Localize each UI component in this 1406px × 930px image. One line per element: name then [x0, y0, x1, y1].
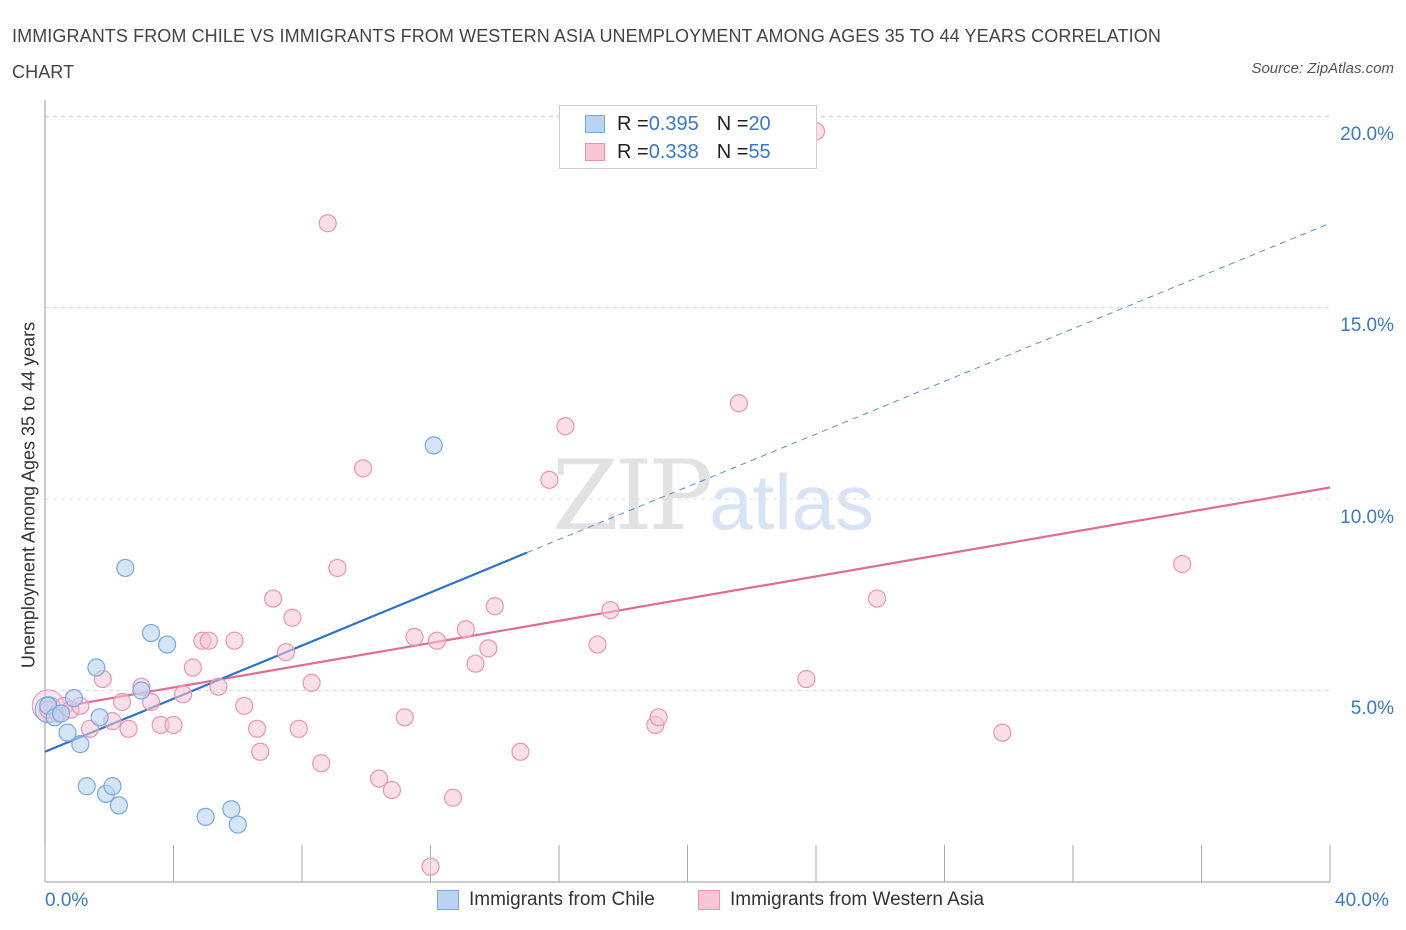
point-wasia-24: [276, 643, 296, 662]
point-wasia-8: [112, 692, 132, 712]
axes: [44, 100, 1331, 883]
point-wasia-50: [797, 669, 816, 689]
point-wasia-54: [1173, 555, 1192, 574]
point-wasia-26: [289, 719, 308, 738]
y-tick-label-20: 20.0%: [1340, 124, 1394, 145]
bottom-legend-chile: Immigrants from Chile: [437, 889, 655, 911]
point-wasia-34: [405, 627, 424, 646]
trend-line-chile-extension: [526, 222, 1331, 554]
point-chile-3: [58, 723, 77, 742]
point-wasia-27: [302, 673, 321, 692]
watermark: ZIPatlas: [552, 440, 874, 552]
point-wasia-42: [511, 742, 530, 761]
point-wasia-48: [649, 708, 668, 727]
y-tick-label-10: 10.0%: [1340, 507, 1394, 528]
point-wasia-46: [601, 600, 620, 620]
watermark-atlas: atlas: [709, 458, 874, 546]
y-axis-label: Unemployment Among Ages 35 to 44 years: [18, 321, 39, 669]
point-wasia-35: [421, 857, 440, 876]
point-chile-5: [71, 735, 90, 754]
point-chile-14: [141, 623, 161, 643]
correlation-legend: R = 0.395 N = 20 R = 0.338 N = 55: [559, 105, 817, 169]
watermark-zip: ZIP: [552, 440, 713, 552]
bottom-legend-label-wasia: Immigrants from Western Asia: [730, 889, 985, 910]
x-tick-label-min: 0.0%: [45, 890, 89, 911]
point-chile-4: [64, 689, 84, 708]
point-chile-16: [196, 807, 215, 826]
bottom-legend-label-chile: Immigrants from Chile: [469, 889, 655, 910]
data-points: [31, 122, 1192, 876]
point-wasia-55: [318, 214, 337, 233]
trend-lines: [44, 222, 1331, 753]
legend-row-chile: R = 0.395 N = 20: [585, 112, 771, 136]
point-chile-18: [228, 815, 247, 834]
point-wasia-15: [183, 658, 202, 677]
point-wasia-17: [199, 631, 218, 650]
point-wasia-13: [164, 715, 183, 735]
bottom-legend-wasia: Immigrants from Western Asia: [698, 889, 984, 911]
point-wasia-43: [540, 470, 559, 489]
grid-lines: [45, 115, 1330, 691]
point-chile-7: [87, 658, 106, 677]
point-wasia-37: [443, 788, 463, 807]
y-tick-label-15: 15.0%: [1340, 315, 1394, 336]
legend-chile-n-value: 20: [748, 112, 771, 135]
point-wasia-40: [479, 639, 498, 658]
point-wasia-28: [312, 754, 331, 773]
point-wasia-38: [456, 620, 475, 639]
legend-chile-r-value: 0.395: [648, 112, 699, 135]
point-wasia-39: [466, 654, 485, 673]
point-wasia-44: [556, 417, 575, 436]
point-wasia-49: [729, 394, 749, 413]
point-wasia-9: [119, 719, 138, 738]
legend-row-wasia: R = 0.338 N = 55: [585, 140, 771, 164]
point-chile-15: [157, 635, 177, 654]
bottom-legend-swatch-chile: [437, 890, 459, 910]
point-wasia-20: [235, 696, 254, 715]
point-wasia-21: [247, 719, 267, 738]
point-wasia-45: [588, 635, 607, 654]
legend-swatch-wasia: [585, 143, 605, 161]
chart-source: Source: ZipAtlas.com: [1251, 60, 1394, 77]
point-wasia-18: [209, 677, 228, 696]
legend-wasia-r-value: 0.338: [648, 140, 699, 163]
point-chile-13: [132, 681, 151, 700]
point-chile-10: [103, 777, 122, 796]
point-wasia-30: [353, 459, 373, 478]
point-wasia-29: [328, 558, 347, 578]
chart-title: IMMIGRANTS FROM CHILE VS IMMIGRANTS FROM…: [12, 26, 1161, 82]
point-wasia-52: [867, 589, 887, 608]
point-wasia-14: [174, 685, 193, 704]
point-wasia-31: [370, 769, 389, 788]
trend-line-wasia: [44, 486, 1331, 711]
point-wasia-53: [993, 723, 1012, 742]
point-wasia-33: [395, 708, 414, 727]
legend-wasia-n-value: 55: [748, 140, 771, 163]
point-wasia-32: [382, 780, 402, 800]
point-wasia-36: [427, 631, 447, 650]
point-wasia-19: [225, 631, 244, 650]
point-chile-17: [222, 800, 241, 819]
legend-swatch-chile: [585, 115, 605, 133]
legend-chile-n-label: N =: [716, 112, 749, 135]
x-tick-label-max: 40.0%: [1335, 890, 1389, 911]
point-chile-8: [90, 708, 109, 727]
point-chile-12: [116, 558, 135, 578]
point-chile-6: [77, 777, 96, 796]
legend-wasia-r-label: R =: [617, 140, 649, 163]
point-wasia-22: [251, 742, 270, 761]
legend-wasia-n-label: N =: [716, 140, 749, 163]
point-wasia-23: [263, 589, 283, 608]
point-chile-19: [424, 436, 443, 455]
point-chile-11: [109, 796, 128, 815]
y-tick-label-5: 5.0%: [1350, 698, 1394, 719]
point-chile-2: [51, 704, 71, 723]
point-wasia-25: [283, 608, 302, 627]
legend-chile-r-label: R =: [617, 112, 649, 135]
bottom-legend-swatch-wasia: [698, 890, 720, 910]
point-wasia-41: [485, 597, 504, 616]
